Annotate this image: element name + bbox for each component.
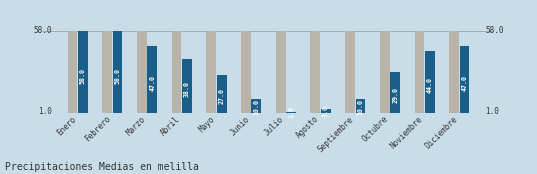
Text: 47.0: 47.0 bbox=[149, 75, 155, 91]
Bar bbox=[310, 31, 320, 113]
Text: 10.0: 10.0 bbox=[358, 99, 364, 115]
Text: 58.0: 58.0 bbox=[485, 26, 504, 35]
Bar bbox=[425, 51, 435, 113]
Bar bbox=[137, 31, 147, 113]
Bar bbox=[241, 31, 251, 113]
Bar bbox=[172, 31, 182, 113]
Text: 29.0: 29.0 bbox=[392, 87, 398, 103]
Text: 38.0: 38.0 bbox=[184, 81, 190, 97]
Bar bbox=[78, 31, 88, 113]
Bar bbox=[206, 31, 216, 113]
Bar bbox=[68, 31, 77, 113]
Bar bbox=[380, 31, 390, 113]
Bar bbox=[321, 109, 331, 113]
Bar bbox=[102, 31, 112, 113]
Bar bbox=[182, 59, 192, 113]
Text: 47.0: 47.0 bbox=[461, 75, 468, 91]
Text: Precipitaciones Medias en melilla: Precipitaciones Medias en melilla bbox=[5, 162, 199, 172]
Bar bbox=[113, 31, 122, 113]
Text: 44.0: 44.0 bbox=[427, 77, 433, 93]
Bar bbox=[345, 31, 355, 113]
Text: 58.0: 58.0 bbox=[33, 26, 52, 35]
Bar bbox=[390, 72, 400, 113]
Text: 27.0: 27.0 bbox=[219, 88, 224, 104]
Bar bbox=[415, 31, 424, 113]
Text: 58.0: 58.0 bbox=[80, 68, 86, 84]
Bar bbox=[147, 46, 157, 113]
Bar bbox=[449, 31, 459, 113]
Text: 10.0: 10.0 bbox=[253, 99, 259, 115]
Text: 1.0: 1.0 bbox=[288, 106, 294, 118]
Bar bbox=[276, 31, 286, 113]
Bar bbox=[217, 75, 227, 113]
Text: 58.0: 58.0 bbox=[114, 68, 121, 84]
Bar bbox=[460, 46, 469, 113]
Bar bbox=[251, 99, 261, 113]
Text: 3.0: 3.0 bbox=[323, 105, 329, 117]
Bar bbox=[286, 112, 296, 113]
Text: 1.0: 1.0 bbox=[38, 107, 52, 116]
Bar bbox=[355, 99, 365, 113]
Text: 1.0: 1.0 bbox=[485, 107, 499, 116]
